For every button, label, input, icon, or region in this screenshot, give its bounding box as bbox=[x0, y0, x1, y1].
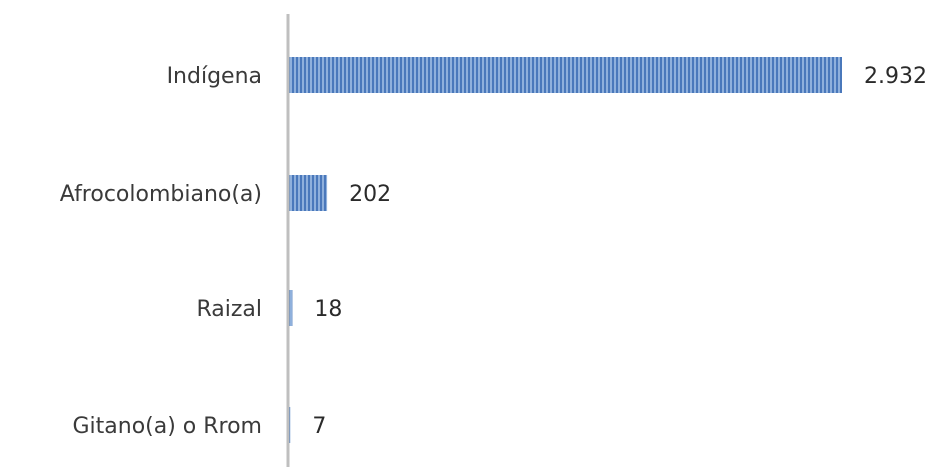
category-label: Indígena bbox=[167, 64, 262, 89]
bar-0 bbox=[289, 57, 842, 93]
category-label: Gitano(a) o Rrom bbox=[72, 414, 262, 439]
category-label: Afrocolombiano(a) bbox=[60, 182, 262, 207]
bar-1 bbox=[289, 175, 328, 211]
value-label: 2.932 bbox=[864, 64, 927, 89]
bar-2 bbox=[289, 290, 293, 326]
value-label: 18 bbox=[314, 297, 342, 322]
labels-layer: Indígena 2.932 Afrocolombiano(a) 202 Raizal 1… bbox=[60, 64, 927, 439]
value-label: 7 bbox=[312, 414, 326, 439]
value-label: 202 bbox=[349, 182, 391, 207]
bar-3 bbox=[289, 407, 291, 443]
bars-layer bbox=[289, 57, 842, 443]
category-label: Raizal bbox=[196, 297, 262, 322]
